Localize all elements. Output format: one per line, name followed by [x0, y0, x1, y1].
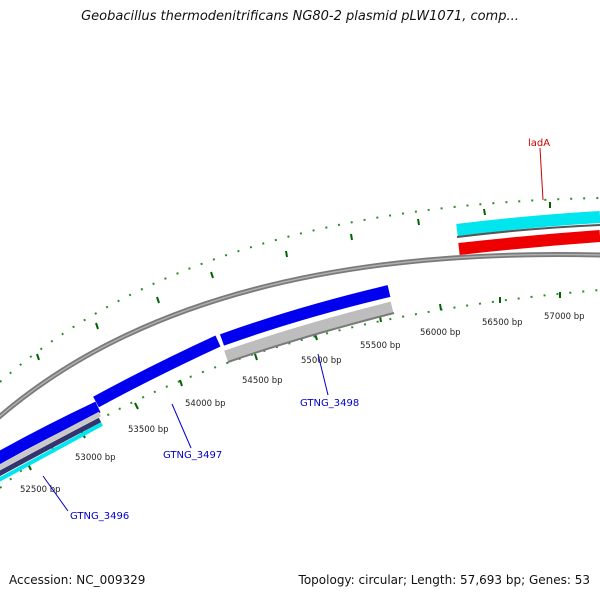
tick-label: 54000 bp	[185, 399, 226, 409]
map-title: Geobacillus thermodenitrificans NG80-2 p…	[81, 9, 519, 24]
tick-label: 54500 bp	[242, 376, 283, 386]
gene-navy-lower	[0, 417, 102, 477]
tick-label: 56000 bp	[420, 328, 461, 338]
gene-red-upper	[458, 230, 600, 255]
ladA-leader	[539, 147, 544, 201]
summary-text: Topology: circular; Length: 57,693 bp; G…	[298, 573, 590, 587]
gene-gray-arc	[224, 301, 394, 362]
tick-label: 55000 bp	[301, 356, 342, 366]
outer-major-ticks	[36, 202, 551, 361]
gtng3496-leader	[42, 475, 69, 512]
tick-label: 52500 bp	[20, 485, 61, 495]
tick-label: 57000 bp	[544, 312, 585, 322]
gene-cyan-upper	[456, 211, 600, 236]
tick-label: 55500 bp	[360, 341, 401, 351]
tick-label: 56500 bp	[482, 318, 523, 328]
gene-label-GTNG_3498: GTNG_3498	[300, 398, 359, 409]
gtng3498-leader	[317, 353, 329, 396]
tick-label: 53000 bp	[75, 453, 116, 463]
gene-gray-border	[227, 312, 395, 363]
gene-cyan-lower	[0, 422, 103, 482]
gene-blue-segment-3	[0, 401, 101, 465]
gene-blue-segment-2	[93, 335, 221, 408]
gene-label-GTNG_3496: GTNG_3496	[70, 511, 129, 522]
gtng3497-leader	[171, 403, 192, 449]
gene-gray-lower	[0, 411, 102, 471]
gene-label-ladA: ladA	[528, 138, 550, 149]
gene-cyan-upper-border	[456, 224, 600, 238]
gene-label-GTNG_3497: GTNG_3497	[163, 450, 222, 461]
gene-blue-segment-1	[219, 285, 391, 346]
plasmid-backbone-highlight	[0, 253, 600, 418]
accession-text: Accession: NC_009329	[9, 573, 146, 587]
outer-tick-track	[0, 197, 600, 383]
tick-label: 53500 bp	[128, 425, 169, 435]
